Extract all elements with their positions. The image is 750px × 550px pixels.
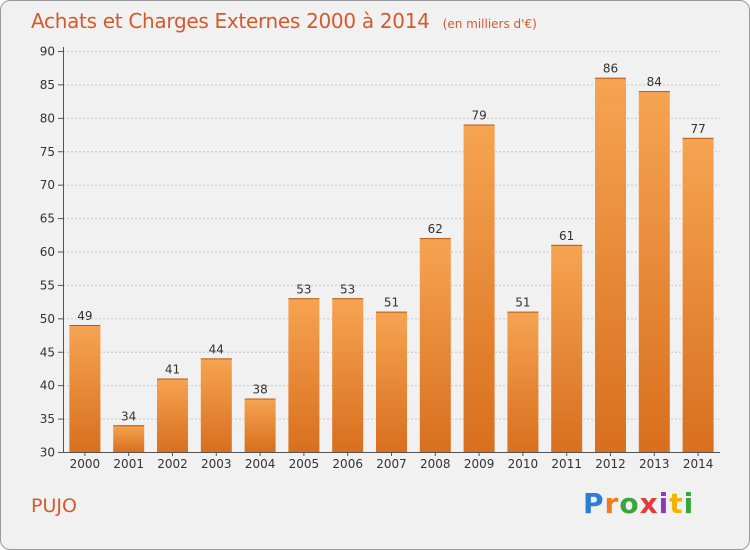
bar [507, 311, 539, 452]
x-tick-label: 2002 [157, 457, 188, 471]
chart-header: Achats et Charges Externes 2000 à 2014 (… [31, 9, 537, 33]
data-label: 38 [252, 383, 267, 397]
bar [595, 77, 626, 452]
data-label: 49 [77, 309, 92, 323]
data-label: 51 [384, 296, 399, 310]
bars [69, 77, 714, 453]
bar [200, 358, 232, 452]
data-label: 41 [165, 362, 180, 376]
bar [288, 298, 320, 452]
y-tick-label: 40 [40, 379, 55, 393]
x-tick-label: 2001 [113, 457, 144, 471]
x-tick-label: 2009 [464, 457, 495, 471]
data-label: 84 [647, 75, 662, 89]
chart-unit: (en milliers d'€) [442, 17, 537, 31]
bar [551, 244, 583, 452]
y-tick-label: 45 [40, 345, 55, 359]
logo-letter: i [683, 487, 695, 520]
bar [69, 325, 101, 452]
data-label: 61 [559, 229, 574, 243]
x-tick-label: 2013 [639, 457, 670, 471]
axes [58, 47, 720, 456]
y-tick-label: 50 [40, 312, 55, 326]
x-tick-label: 2005 [289, 457, 320, 471]
data-label: 79 [471, 109, 486, 123]
logo-letter: t [669, 487, 684, 520]
bar [113, 425, 145, 452]
data-label: 77 [690, 122, 705, 136]
x-tick-label: 2004 [245, 457, 276, 471]
y-tick-label: 80 [40, 111, 55, 125]
data-label: 34 [121, 409, 136, 423]
logo-letter: P [583, 487, 605, 520]
bar [638, 91, 670, 452]
y-tick-label: 65 [40, 212, 55, 226]
data-label: 53 [296, 282, 311, 296]
y-tick-labels: 30 35 40 45 50 55 60 65 70 75 80 85 90 [40, 45, 55, 460]
data-label: 86 [603, 62, 618, 76]
y-tick-label: 30 [40, 446, 55, 460]
x-tick-label: 2010 [508, 457, 539, 471]
bar [463, 124, 495, 453]
x-tick-label: 2003 [201, 457, 232, 471]
y-tick-label: 75 [40, 145, 55, 159]
y-tick-label: 85 [40, 78, 55, 92]
proxiti-logo: Proxiti [583, 487, 694, 520]
logo-letter: i [658, 487, 670, 520]
bar [157, 378, 188, 452]
chart-title: Achats et Charges Externes 2000 à 2014 [31, 9, 430, 33]
logo-letter: r [604, 487, 620, 520]
x-tick-label: 2011 [551, 457, 582, 471]
bar [332, 298, 364, 452]
logo-letter: x [639, 487, 659, 520]
y-tick-label: 55 [40, 278, 55, 292]
y-tick-label: 35 [40, 412, 55, 426]
y-tick-label: 70 [40, 178, 55, 192]
x-tick-label: 2012 [595, 457, 626, 471]
data-label: 51 [515, 296, 530, 310]
x-tick-label: 2014 [683, 457, 714, 471]
x-tick-label: 2008 [420, 457, 451, 471]
y-tick-label: 60 [40, 245, 55, 259]
x-tick-label: 2006 [332, 457, 363, 471]
data-labels: 49 34 41 44 38 53 53 51 62 79 51 61 86 84 77 [77, 62, 705, 424]
bar [376, 311, 407, 452]
commune-name: PUJO [31, 495, 77, 517]
data-label: 44 [209, 342, 224, 356]
bar [244, 398, 276, 452]
data-label: 53 [340, 282, 355, 296]
x-tick-label: 2000 [70, 457, 101, 471]
x-tick-labels: 2000 2001 2002 2003 2004 2005 2006 2007 2008 2009… [70, 457, 714, 471]
logo-letter: o [619, 487, 640, 520]
bar [682, 137, 714, 452]
data-label: 62 [428, 222, 443, 236]
y-tick-label: 90 [40, 45, 55, 59]
bar [419, 238, 451, 452]
x-tick-label: 2007 [376, 457, 407, 471]
